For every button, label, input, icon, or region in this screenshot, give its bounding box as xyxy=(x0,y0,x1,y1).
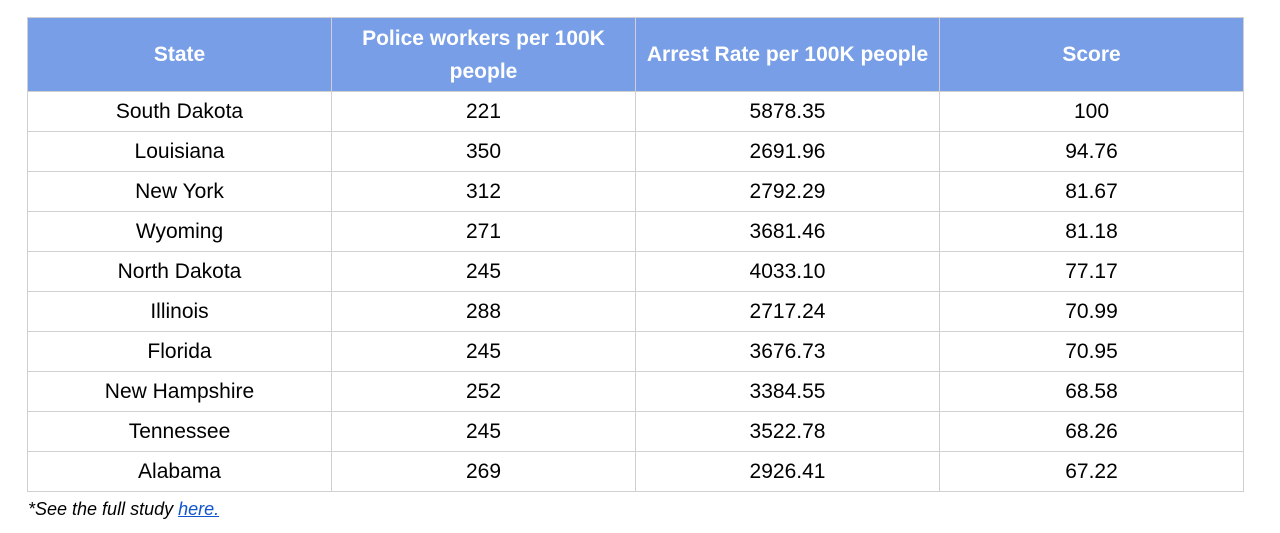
cell-score: 94.76 xyxy=(939,131,1244,172)
cell-arrest-rate: 2717.24 xyxy=(635,291,940,332)
cell-arrest-rate: 2926.41 xyxy=(635,451,940,492)
cell-state: Wyoming xyxy=(27,211,332,252)
cell-arrest-rate: 2792.29 xyxy=(635,171,940,212)
table-row: North Dakota 245 4033.10 77.17 xyxy=(27,251,1244,292)
cell-police-workers: 252 xyxy=(331,371,636,412)
full-study-link[interactable]: here. xyxy=(178,499,220,519)
table-row: Wyoming 271 3681.46 81.18 xyxy=(27,211,1244,252)
table-row: Alabama 269 2926.41 67.22 xyxy=(27,451,1244,492)
cell-score: 67.22 xyxy=(939,451,1244,492)
cell-arrest-rate: 3681.46 xyxy=(635,211,940,252)
table-row: Florida 245 3676.73 70.95 xyxy=(27,331,1244,372)
cell-state: Alabama xyxy=(27,451,332,492)
cell-arrest-rate: 3384.55 xyxy=(635,371,940,412)
table-header: State Police workers per 100K people Arr… xyxy=(27,17,1244,92)
cell-arrest-rate: 3522.78 xyxy=(635,411,940,452)
cell-police-workers: 271 xyxy=(331,211,636,252)
header-state: State xyxy=(27,17,332,92)
cell-score: 77.17 xyxy=(939,251,1244,292)
cell-state: New Hampshire xyxy=(27,371,332,412)
cell-state: New York xyxy=(27,171,332,212)
cell-score: 70.99 xyxy=(939,291,1244,332)
cell-police-workers: 312 xyxy=(331,171,636,212)
cell-police-workers: 245 xyxy=(331,331,636,372)
cell-arrest-rate: 3676.73 xyxy=(635,331,940,372)
cell-arrest-rate: 2691.96 xyxy=(635,131,940,172)
cell-state: Illinois xyxy=(27,291,332,332)
header-score: Score xyxy=(939,17,1244,92)
cell-arrest-rate: 5878.35 xyxy=(635,91,940,132)
cell-police-workers: 245 xyxy=(331,251,636,292)
ranking-table-container: State Police workers per 100K people Arr… xyxy=(27,17,1244,492)
cell-police-workers: 350 xyxy=(331,131,636,172)
footnote-text: *See the full study xyxy=(28,499,179,519)
cell-state: Florida xyxy=(27,331,332,372)
cell-police-workers: 288 xyxy=(331,291,636,332)
cell-score: 68.58 xyxy=(939,371,1244,412)
table-row: South Dakota 221 5878.35 100 xyxy=(27,91,1244,132)
cell-police-workers: 221 xyxy=(331,91,636,132)
table-row: New Hampshire 252 3384.55 68.58 xyxy=(27,371,1244,412)
cell-state: Tennessee xyxy=(27,411,332,452)
table-row: New York 312 2792.29 81.67 xyxy=(27,171,1244,212)
footnote: *See the full study here. xyxy=(28,498,219,520)
header-row: State Police workers per 100K people Arr… xyxy=(27,17,1244,92)
cell-police-workers: 269 xyxy=(331,451,636,492)
cell-arrest-rate: 4033.10 xyxy=(635,251,940,292)
cell-police-workers: 245 xyxy=(331,411,636,452)
cell-state: North Dakota xyxy=(27,251,332,292)
table-row: Tennessee 245 3522.78 68.26 xyxy=(27,411,1244,452)
cell-state: South Dakota xyxy=(27,91,332,132)
header-police-workers: Police workers per 100K people xyxy=(331,17,636,92)
state-ranking-table: State Police workers per 100K people Arr… xyxy=(27,17,1244,492)
cell-score: 70.95 xyxy=(939,331,1244,372)
table-body: South Dakota 221 5878.35 100 Louisiana 3… xyxy=(27,91,1244,492)
header-arrest-rate: Arrest Rate per 100K people xyxy=(635,17,940,92)
table-row: Louisiana 350 2691.96 94.76 xyxy=(27,131,1244,172)
cell-score: 81.67 xyxy=(939,171,1244,212)
cell-score: 68.26 xyxy=(939,411,1244,452)
cell-score: 100 xyxy=(939,91,1244,132)
cell-state: Louisiana xyxy=(27,131,332,172)
table-row: Illinois 288 2717.24 70.99 xyxy=(27,291,1244,332)
cell-score: 81.18 xyxy=(939,211,1244,252)
